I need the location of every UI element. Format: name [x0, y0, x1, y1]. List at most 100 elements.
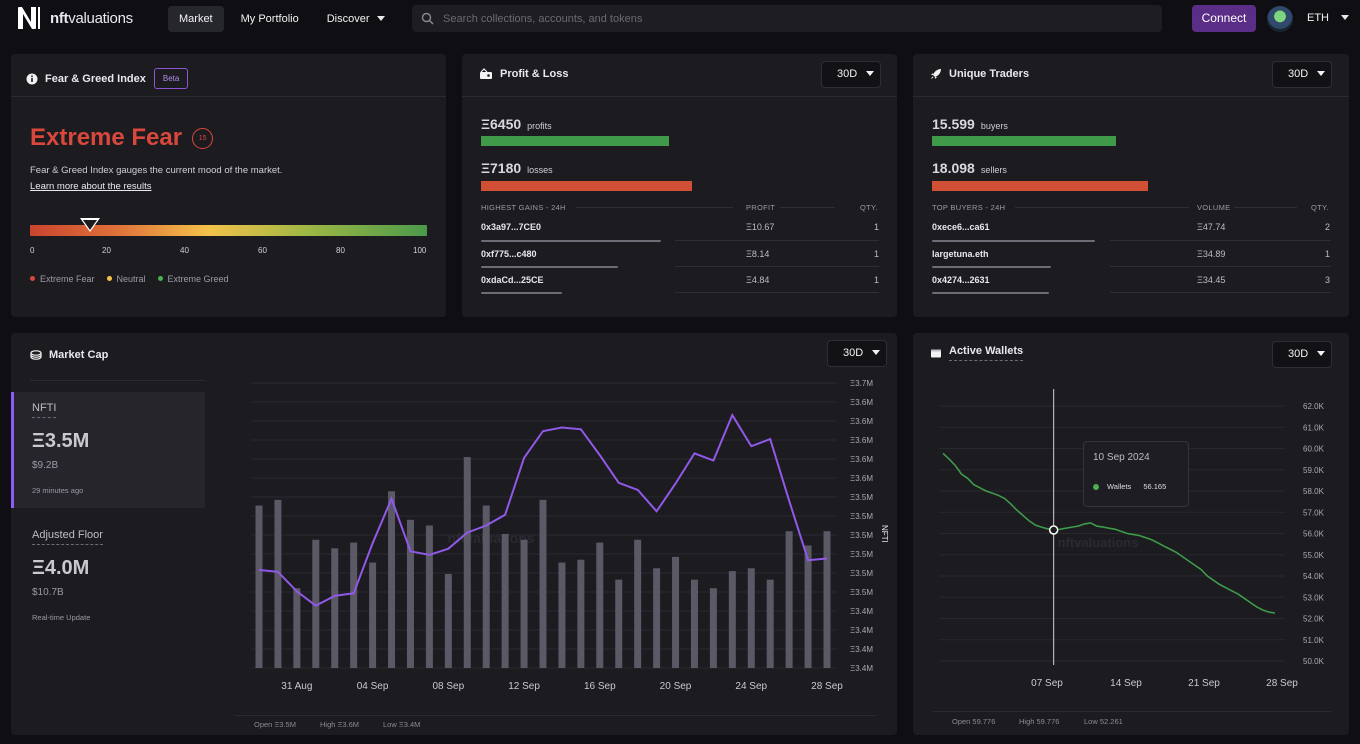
volume-bar [747, 568, 755, 668]
y-tick-label: 56.0K [1303, 530, 1325, 539]
x-tick-label: 14 Sep [1110, 678, 1142, 689]
row-volume: Ξ34.89 [1197, 249, 1226, 259]
table-header-qty: QTY. [1311, 203, 1329, 212]
volume-bar [690, 579, 698, 668]
search-bar[interactable] [412, 5, 1162, 32]
floor-value: Ξ4.0M [32, 557, 90, 579]
y-tick-label: 60.0K [1303, 445, 1325, 454]
volume-bar [350, 542, 358, 668]
main-nav: Market My Portfolio Discover [168, 6, 396, 32]
table-header-qty: QTY. [860, 203, 878, 212]
y-tick-label: Ξ3.5M [850, 512, 873, 521]
volume-bar [463, 457, 471, 668]
row-profit: Ξ4.84 [746, 275, 770, 285]
tooltip-value: 56.165 [1143, 482, 1167, 491]
tooltip-row: Wallets 56.165 [1093, 482, 1166, 491]
gauge-tick: 40 [180, 246, 189, 255]
traders-period-dropdown[interactable]: 30D [1272, 61, 1332, 88]
row-address[interactable]: 0xf775...c480 [481, 249, 537, 259]
row-bar [481, 266, 618, 268]
chevron-down-icon [872, 350, 881, 355]
legend-label: Extreme Greed [167, 274, 229, 284]
unique-traders-title-text: Unique Traders [949, 68, 1030, 80]
nav-market[interactable]: Market [168, 6, 224, 32]
sellers-stat: 18.098 sellers [932, 160, 1007, 176]
row-rule [1110, 266, 1331, 267]
y-tick-label: 62.0K [1303, 402, 1325, 411]
fear-greed-score: 15 [192, 127, 214, 149]
nav-discover-label: Discover [326, 13, 370, 25]
aw-period-dropdown[interactable]: 30D [1272, 341, 1332, 368]
volume-bar [804, 545, 812, 668]
x-tick-label: 04 Sep [357, 681, 389, 692]
legend-dot [30, 276, 35, 281]
row-address[interactable]: 0x4274...2631 [932, 275, 990, 285]
chevron-down-icon [866, 71, 875, 76]
volume-bar [766, 579, 774, 668]
avatar[interactable] [1267, 6, 1293, 32]
volume-bar [312, 539, 320, 668]
nav-my-portfolio[interactable]: My Portfolio [240, 13, 299, 25]
losses-stat: Ξ7180 losses [481, 160, 553, 176]
active-wallets-chart[interactable]: nftvaluations 62.0K 61.0K 60.0K 59.0K 58.0K 5… [913, 333, 1349, 709]
fear-greed-legend: Extreme Fear Neutral Extreme Greed [30, 274, 229, 284]
tab-nfti[interactable]: NFTI Ξ3.5M $9.2B 29 minutes ago [11, 392, 205, 508]
row-address[interactable]: 0xdaCd...25CE [481, 275, 544, 285]
y-tick-label: Ξ3.5M [850, 493, 873, 502]
market-cap-chart[interactable]: nftvaluations Ξ3.7MΞ3.6MΞ3.6MΞ3.6MΞ3.6MΞ… [221, 333, 897, 709]
tab-adjusted-floor[interactable]: Adjusted Floor Ξ4.0M $10.7B Real-time Up… [11, 519, 205, 629]
volume-bar [331, 548, 339, 668]
hover-point [1048, 525, 1059, 535]
row-address[interactable]: largetuna.eth [932, 249, 989, 259]
chart-watermark: nftvaluations [1058, 535, 1139, 550]
gauge-tick: 100 [413, 246, 427, 255]
period-label: 30D [1288, 68, 1309, 80]
footer-high: High 59.776 [1019, 717, 1060, 726]
row-rule [1110, 240, 1331, 241]
connect-button[interactable]: Connect [1192, 5, 1256, 32]
chart-footer-divider [235, 715, 875, 716]
tooltip-label: Wallets [1107, 482, 1132, 491]
row-bar [481, 292, 562, 294]
gauge-tick: 0 [30, 246, 35, 255]
legend-neutral: Neutral [106, 274, 146, 284]
currency-selector[interactable]: ETH [1307, 12, 1349, 24]
x-tick-label: 16 Sep [584, 681, 616, 692]
learn-more-link[interactable]: Learn more about the results [30, 181, 152, 192]
wallet-icon [931, 349, 941, 358]
nav-discover[interactable]: Discover [316, 6, 396, 32]
legend-label: Neutral [116, 274, 146, 284]
logo-text: nftvaluations [50, 10, 133, 27]
unique-traders-title: Unique Traders [930, 68, 1029, 80]
profits-label: profits [527, 121, 552, 131]
row-qty: 1 [874, 222, 880, 232]
y-tick-label: Ξ3.6M [850, 398, 873, 407]
x-tick-label: 28 Sep [811, 681, 843, 692]
x-tick-label: 12 Sep [508, 681, 540, 692]
sellers-label: sellers [980, 165, 1007, 175]
row-rule [675, 266, 879, 267]
row-bar [932, 292, 1050, 294]
search-input[interactable] [443, 12, 1162, 25]
row-address[interactable]: 0xece6...ca61 [932, 222, 990, 232]
volume-bar [501, 534, 509, 668]
row-address[interactable]: 0x3a97...7CE0 [481, 222, 542, 232]
floor-usd: $10.7B [32, 587, 64, 598]
row-bar [932, 266, 1051, 268]
period-label: 30D [1288, 348, 1309, 360]
row-bar [481, 240, 661, 242]
info-icon [26, 73, 38, 84]
y-tick-label: Ξ3.6M [850, 455, 873, 464]
fear-greed-level: Extreme Fear 15 [30, 124, 214, 152]
pl-period-dropdown[interactable]: 30D [821, 61, 881, 88]
y-tick-label: 61.0K [1303, 423, 1325, 432]
logo[interactable]: nftvaluations [16, 5, 133, 31]
buyers-bar [932, 136, 1116, 146]
volume-bar [728, 571, 736, 668]
table-header-volume: VOLUME [1197, 203, 1231, 212]
chart-footer-divider [932, 711, 1332, 712]
row-qty: 1 [874, 249, 880, 259]
y-tick-label: Ξ3.6M [850, 417, 873, 426]
losses-bar [481, 181, 692, 191]
mc-period-dropdown[interactable]: 30D [827, 340, 887, 367]
